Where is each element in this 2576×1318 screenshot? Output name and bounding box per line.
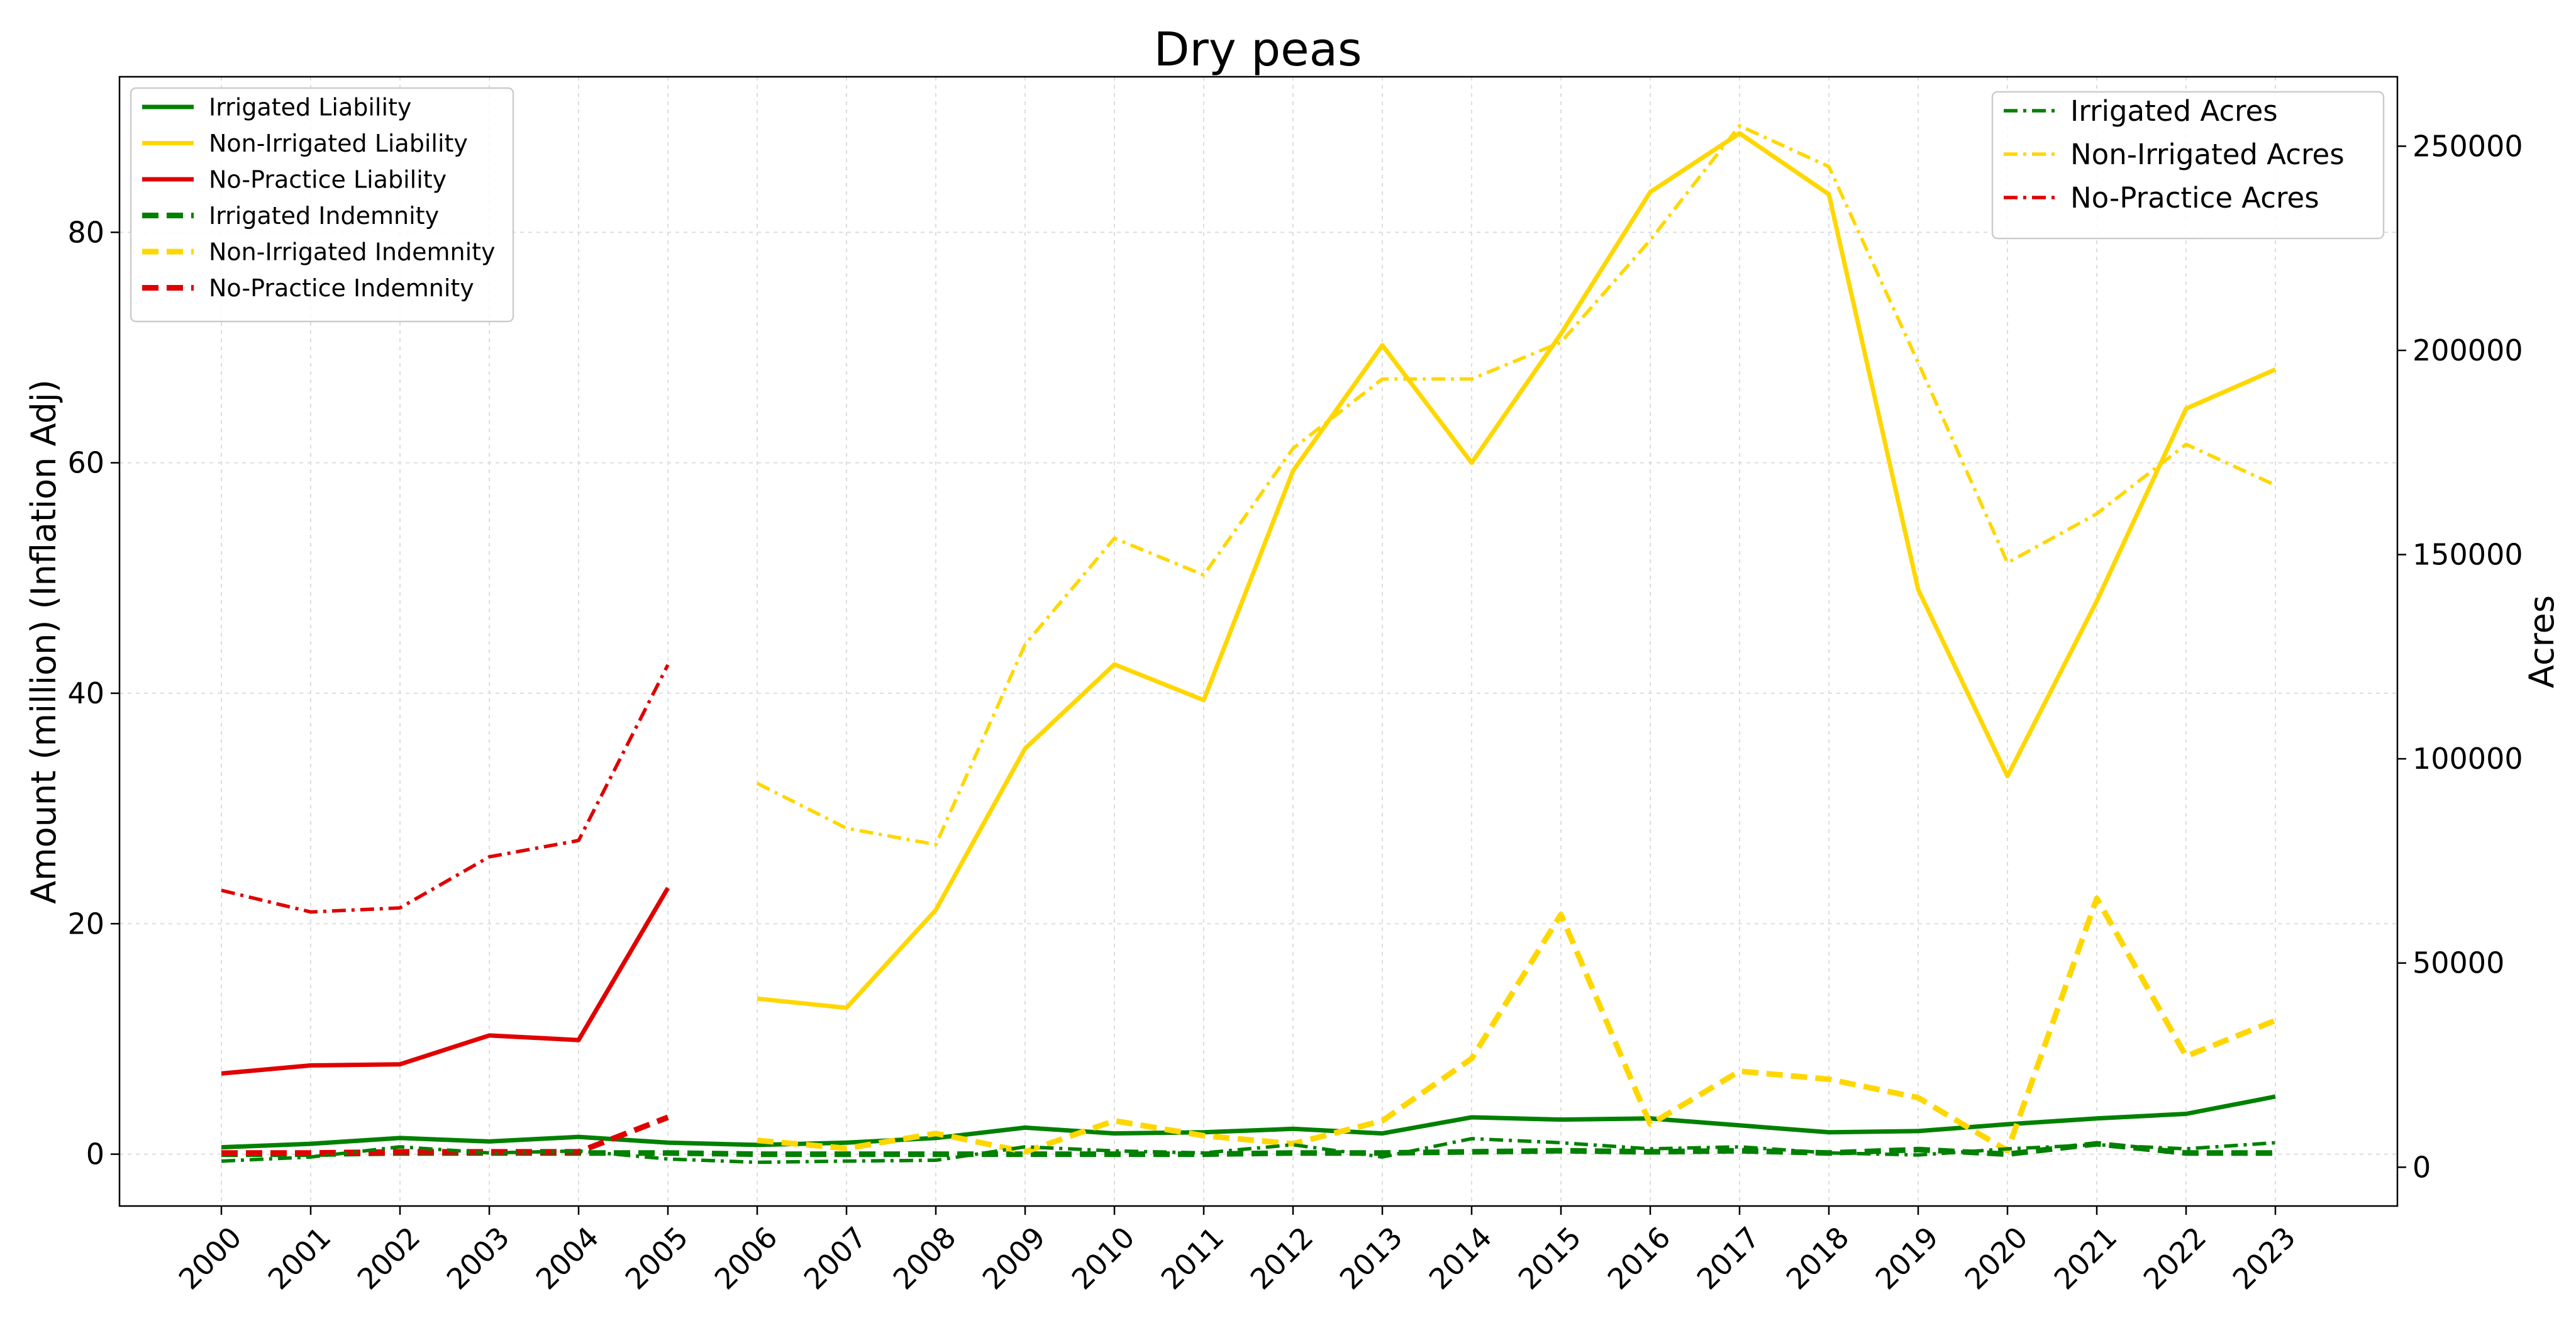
y-tick-label-40: 40 (67, 676, 104, 710)
legend-label-irrigated-liability: Irrigated Liability (209, 94, 411, 121)
y2-tick-label-250000: 250000 (2412, 129, 2523, 163)
legend-liability-indemnity: Irrigated Liability Non-Irrigated Liabili… (130, 87, 514, 323)
x-tick-label-2023: 2023 (2226, 1220, 2302, 1296)
x-tick-label-2014: 2014 (1423, 1220, 1499, 1296)
x-tick-label-2000: 2000 (172, 1220, 248, 1296)
x-tick-label-2005: 2005 (619, 1220, 695, 1296)
y2-tick-label-200000: 200000 (2412, 333, 2523, 367)
legend-frame (1991, 91, 2385, 240)
legend-label-non-irrigated-liability: Non-Irrigated Liability (209, 130, 468, 157)
x-tick-label-2017: 2017 (1690, 1220, 1767, 1296)
x-tick-label-2006: 2006 (708, 1220, 784, 1296)
y2-tick-label-100000: 100000 (2412, 742, 2523, 776)
x-tick-label-2004: 2004 (530, 1220, 606, 1296)
x-tick-label-2011: 2011 (1155, 1220, 1231, 1296)
y-tick-label-60: 60 (67, 446, 104, 480)
x-tick-label-2018: 2018 (1780, 1220, 1856, 1296)
x-tick-label-2009: 2009 (976, 1220, 1052, 1296)
y-tick-label-80: 80 (67, 215, 104, 249)
legend-label-no-practice-indemnity: No-Practice Indemnity (209, 274, 474, 302)
x-tick-label-2002: 2002 (351, 1220, 427, 1296)
x-tick-label-2015: 2015 (1512, 1220, 1588, 1296)
series-line-no-practice-liability (221, 886, 670, 1076)
series-line-non-irrigated-acres (756, 124, 2277, 847)
y-axis-label: Amount (million) (Inflation Adj) (24, 379, 64, 904)
x-tick-label-2003: 2003 (440, 1220, 516, 1296)
legend-label-no-practice-liability: No-Practice Liability (209, 166, 447, 194)
plot-frame (118, 75, 2399, 1207)
y2-axis-label: Acres (2522, 595, 2562, 688)
x-tick-label-2021: 2021 (2048, 1220, 2124, 1296)
y2-tick-label-0: 0 (2412, 1150, 2431, 1184)
series-line-non-irrigated-liability (757, 131, 2277, 1010)
x-tick-label-2007: 2007 (797, 1220, 874, 1296)
x-tick-label-2020: 2020 (1958, 1220, 2035, 1296)
x-tick-label-2022: 2022 (2137, 1220, 2213, 1296)
series-line-no-practice-acres (221, 664, 670, 914)
x-tick-label-2016: 2016 (1601, 1220, 1677, 1296)
legend-label-non-irrigated-indemnity: Non-Irrigated Indemnity (209, 238, 496, 266)
x-tick-label-2019: 2019 (1869, 1220, 1945, 1296)
x-tick-label-2012: 2012 (1244, 1220, 1320, 1296)
legend-acres: Irrigated Acres Non-Irrigated Acres No-Pra… (1991, 91, 2385, 240)
series-lines (221, 124, 2277, 1164)
chart-title: Dry peas (1153, 23, 1362, 77)
x-tick-label-2013: 2013 (1333, 1220, 1409, 1296)
y2-tick-label-150000: 150000 (2412, 538, 2523, 572)
legend-label-non-irrigated-acres: Non-Irrigated Acres (2070, 138, 2345, 171)
legend-label-irrigated-indemnity: Irrigated Indemnity (209, 202, 439, 230)
series-line-irrigated-liability (221, 1094, 2276, 1150)
series-line-no-practice-indemnity (221, 1114, 669, 1156)
y-tick-label-20: 20 (67, 907, 104, 941)
series-line-irrigated-acres (221, 1137, 2276, 1164)
legend-frame (130, 87, 514, 323)
legend-label-no-practice-acres: No-Practice Acres (2070, 181, 2319, 215)
y-tick-label-0: 0 (86, 1137, 104, 1171)
series-line-non-irrigated-indemnity (757, 895, 2277, 1155)
x-tick-label-2001: 2001 (262, 1220, 338, 1296)
x-tick-label-2008: 2008 (887, 1220, 963, 1296)
x-tick-label-2010: 2010 (1065, 1220, 1141, 1296)
y2-tick-label-50000: 50000 (2412, 946, 2504, 980)
legend-label-irrigated-acres: Irrigated Acres (2070, 94, 2278, 128)
